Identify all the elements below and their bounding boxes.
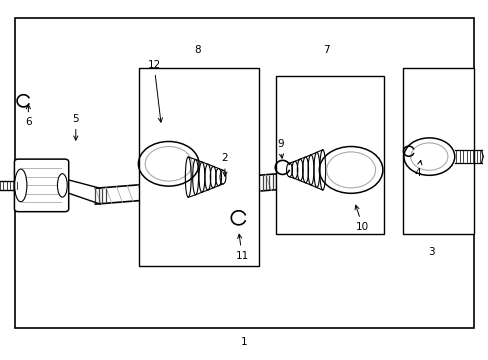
Text: 8: 8 [194, 45, 201, 55]
Ellipse shape [15, 169, 27, 202]
Text: 4: 4 [414, 161, 421, 178]
Text: 12: 12 [147, 60, 162, 122]
Bar [139, 68, 259, 266]
Text: 3: 3 [427, 247, 434, 257]
Text: 5: 5 [72, 114, 79, 140]
Ellipse shape [58, 174, 67, 197]
Bar [15, 18, 473, 328]
Text: 11: 11 [235, 234, 248, 261]
Text: 2: 2 [221, 153, 228, 176]
Text: 1: 1 [241, 337, 247, 347]
Bar [403, 68, 473, 234]
FancyBboxPatch shape [15, 159, 68, 212]
Text: 6: 6 [25, 105, 32, 127]
Text: 10: 10 [354, 205, 368, 232]
Text: 9: 9 [276, 139, 283, 158]
Bar [276, 76, 383, 234]
Text: 7: 7 [323, 45, 329, 55]
